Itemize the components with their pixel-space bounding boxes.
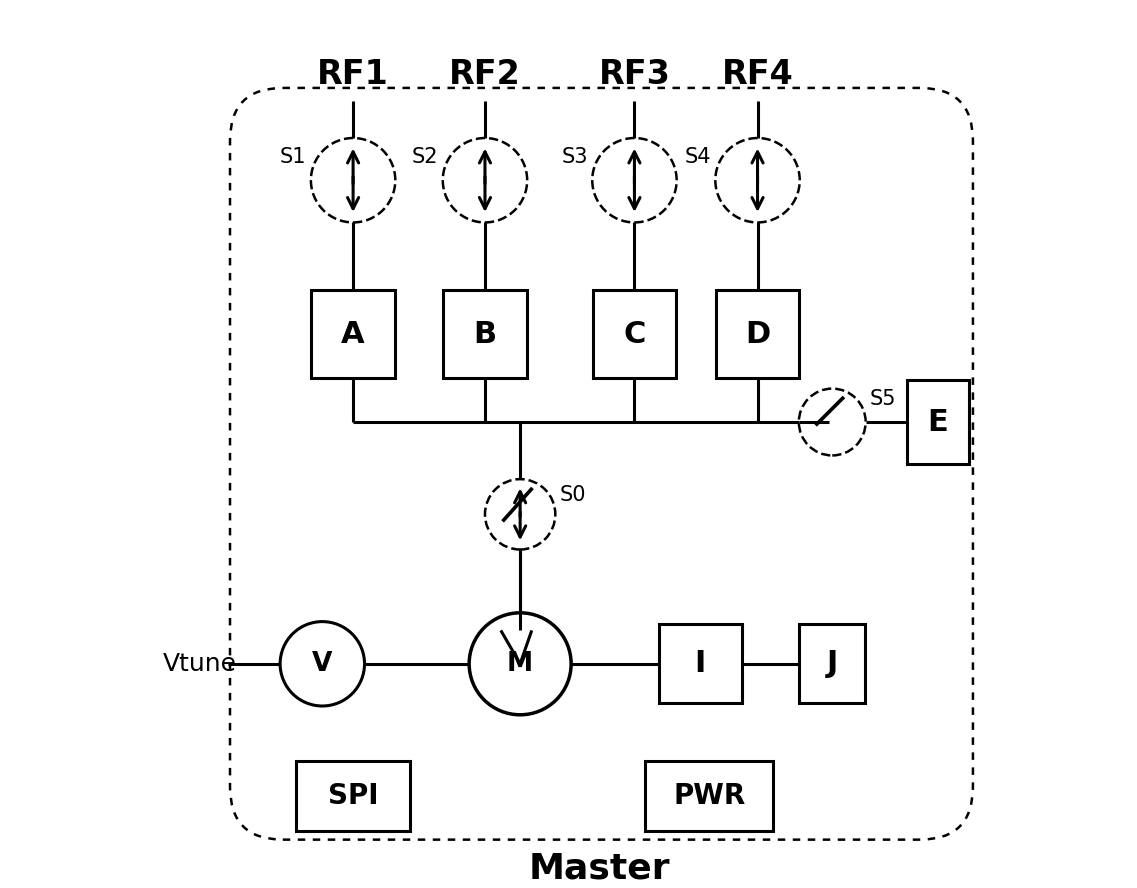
- Bar: [799, 624, 865, 703]
- Bar: [716, 290, 799, 378]
- Circle shape: [280, 622, 365, 706]
- Text: PWR: PWR: [673, 781, 745, 810]
- Text: E: E: [928, 408, 948, 437]
- Text: S0: S0: [559, 485, 587, 505]
- Text: J: J: [827, 649, 838, 678]
- Text: I: I: [695, 649, 706, 678]
- Text: RF4: RF4: [722, 59, 794, 91]
- Text: S4: S4: [684, 147, 711, 167]
- Text: D: D: [745, 320, 770, 349]
- Bar: [592, 290, 677, 378]
- Bar: [646, 760, 773, 831]
- FancyBboxPatch shape: [230, 88, 973, 840]
- Text: S3: S3: [562, 147, 588, 167]
- Bar: [658, 624, 742, 703]
- Text: B: B: [473, 320, 497, 349]
- Text: RF2: RF2: [449, 59, 521, 91]
- Text: S5: S5: [870, 389, 897, 408]
- Text: S2: S2: [412, 147, 439, 167]
- Bar: [296, 760, 410, 831]
- Bar: [312, 290, 395, 378]
- Text: Master: Master: [529, 852, 670, 885]
- Text: SPI: SPI: [327, 781, 379, 810]
- Text: S1: S1: [280, 147, 307, 167]
- Bar: [443, 290, 526, 378]
- Text: Vtune: Vtune: [163, 652, 236, 676]
- Text: V: V: [313, 651, 332, 677]
- Bar: [907, 380, 969, 464]
- Text: C: C: [623, 320, 646, 349]
- Text: RF3: RF3: [598, 59, 671, 91]
- Text: M: M: [507, 651, 533, 677]
- Text: RF1: RF1: [317, 59, 389, 91]
- Circle shape: [470, 613, 571, 715]
- Text: A: A: [341, 320, 365, 349]
